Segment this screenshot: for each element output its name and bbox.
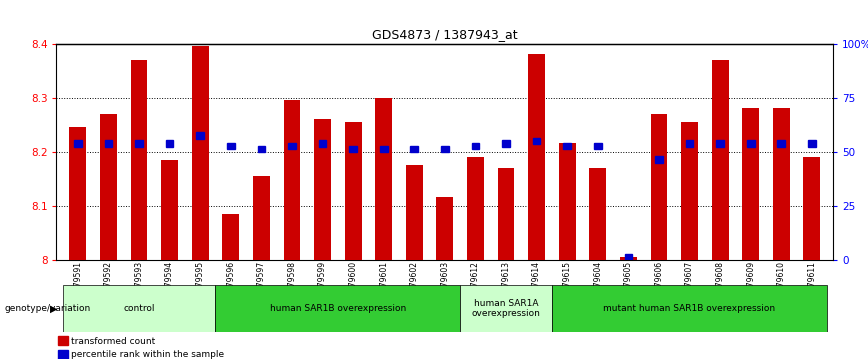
Title: GDS4873 / 1387943_at: GDS4873 / 1387943_at <box>372 28 517 41</box>
Bar <box>625 254 632 260</box>
Text: mutant human SAR1B overexpression: mutant human SAR1B overexpression <box>603 304 776 313</box>
Bar <box>712 60 728 260</box>
Bar <box>716 140 724 147</box>
Bar <box>594 143 602 150</box>
Bar <box>778 140 786 147</box>
Bar <box>258 146 265 152</box>
Bar <box>742 109 760 260</box>
Text: human SAR1B overexpression: human SAR1B overexpression <box>270 304 406 313</box>
Bar <box>380 146 387 152</box>
Bar <box>503 140 510 147</box>
Bar <box>74 140 82 147</box>
Bar <box>650 114 667 260</box>
Bar <box>253 176 270 260</box>
Bar <box>196 132 204 139</box>
Bar <box>192 46 208 260</box>
Bar <box>746 140 754 147</box>
Bar <box>655 156 663 163</box>
Bar <box>471 143 479 150</box>
Text: human SAR1A
overexpression: human SAR1A overexpression <box>471 299 541 318</box>
Bar <box>284 100 300 260</box>
Bar <box>62 285 215 332</box>
Bar <box>100 114 117 260</box>
Bar <box>467 157 483 260</box>
Bar <box>227 143 234 150</box>
Bar <box>319 140 326 147</box>
Bar <box>349 146 357 152</box>
Bar <box>589 168 606 260</box>
Bar <box>552 285 827 332</box>
Text: transformed count: transformed count <box>71 337 155 346</box>
Bar <box>345 122 361 260</box>
Bar <box>529 54 545 260</box>
Text: control: control <box>123 304 155 313</box>
Bar <box>497 168 515 260</box>
Bar <box>437 197 453 260</box>
Bar <box>686 140 694 147</box>
Bar <box>460 285 552 332</box>
Bar <box>135 140 143 147</box>
Bar <box>563 143 571 150</box>
Bar <box>559 143 575 260</box>
Bar <box>411 146 418 152</box>
Text: percentile rank within the sample: percentile rank within the sample <box>71 350 224 359</box>
Bar <box>130 60 148 260</box>
Bar <box>441 146 449 152</box>
Bar <box>375 98 392 260</box>
Bar <box>406 165 423 260</box>
Bar <box>804 157 820 260</box>
Bar <box>773 109 790 260</box>
Bar <box>808 140 816 147</box>
Text: genotype/variation: genotype/variation <box>4 304 90 313</box>
Bar <box>58 336 68 345</box>
Bar <box>104 140 112 147</box>
Bar <box>58 350 68 359</box>
Bar <box>166 140 174 147</box>
Bar <box>314 119 331 260</box>
Text: ▶: ▶ <box>49 303 57 314</box>
Bar <box>222 214 240 260</box>
Bar <box>215 285 460 332</box>
Bar <box>681 122 698 260</box>
Bar <box>69 127 86 260</box>
Bar <box>620 257 637 260</box>
Bar <box>161 160 178 260</box>
Bar <box>533 138 541 144</box>
Bar <box>288 143 296 150</box>
